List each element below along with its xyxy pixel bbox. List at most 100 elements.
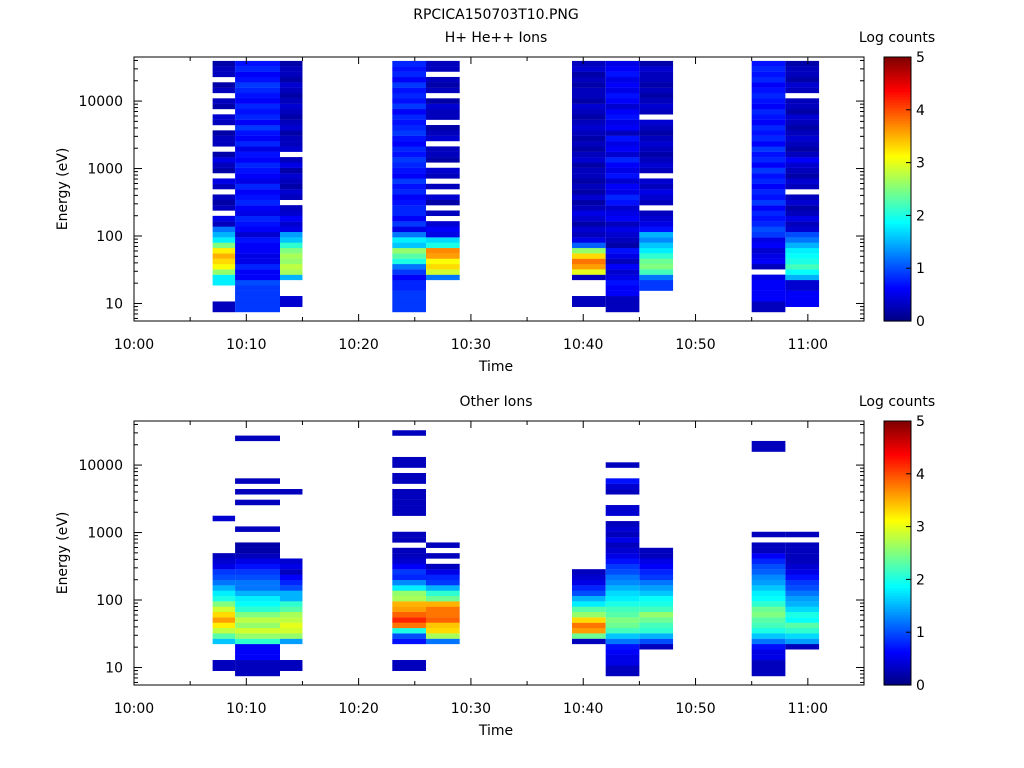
- spectrogram-cell: [639, 141, 674, 147]
- spectrogram-cell: [235, 274, 280, 281]
- spectrogram-cell: [605, 633, 640, 639]
- colorbar-segment: [884, 281, 911, 285]
- spectrogram-cell: [392, 221, 426, 227]
- colorbar-segment: [884, 265, 911, 269]
- spectrogram-cell: [785, 269, 820, 275]
- colorbar-segment: [884, 83, 911, 87]
- spectrogram-cell: [605, 151, 640, 158]
- colorbar-segment: [884, 436, 911, 441]
- spectrogram-cell: [751, 258, 786, 265]
- spectrogram-cell: [572, 263, 606, 270]
- colorbar-tick-label: 3: [916, 156, 925, 172]
- spectrogram-cell: [212, 183, 236, 190]
- y-tick-label: 100: [96, 229, 123, 245]
- spectrogram-cell: [605, 510, 640, 516]
- axes: 10:00 10:10 10:20 10:30 10:40 10:50 11:00 10 100…: [78, 420, 865, 717]
- spectrogram-cell: [572, 167, 606, 174]
- spectrogram-cell: [639, 242, 674, 249]
- spectrogram-cell: [212, 194, 236, 200]
- spectrogram-cell: [639, 611, 674, 618]
- colorbar-segment: [884, 450, 911, 454]
- spectrogram-cell: [392, 494, 426, 500]
- colorbar-segment: [884, 637, 911, 641]
- spectrogram-cell: [212, 579, 236, 586]
- spectrogram-cell: [605, 643, 640, 650]
- spectrogram-cell: [235, 221, 280, 227]
- spectrogram-cell: [392, 665, 426, 671]
- spectrogram-cell: [235, 253, 280, 259]
- spectrogram-cell: [751, 660, 786, 666]
- spectrogram-cell: [751, 205, 786, 211]
- colorbar-segment: [884, 231, 911, 235]
- spectrogram-cell: [212, 306, 236, 313]
- colorbar-segment: [884, 465, 911, 470]
- spectrogram-cell: [751, 215, 786, 222]
- spectrogram-cell: [426, 157, 460, 163]
- spectrogram-cell: [280, 108, 303, 115]
- spectrogram-cell: [639, 633, 674, 639]
- spectrogram-cell: [426, 87, 460, 94]
- spectrogram-cell: [235, 606, 280, 613]
- spectrogram-cell: [605, 221, 640, 227]
- x-tick-label: 10:20: [338, 337, 378, 353]
- spectrogram-cell: [426, 247, 460, 254]
- spectrogram-cell: [392, 595, 426, 602]
- spectrogram-cell: [235, 92, 280, 99]
- spectrogram-cell: [212, 60, 236, 67]
- axes: 10:00 10:10 10:20 10:30 10:40 10:50 11:00 10 100…: [78, 56, 865, 353]
- colorbar-label: Log counts: [859, 30, 935, 46]
- spectrogram-cell: [785, 221, 820, 227]
- spectrogram-cell: [785, 173, 820, 179]
- colorbar-segment: [884, 80, 911, 84]
- spectrogram-cell: [235, 489, 280, 495]
- colorbar-segment: [884, 531, 911, 536]
- spectrogram-cell: [751, 125, 786, 131]
- spectrogram-cell: [235, 183, 280, 190]
- spectrogram-cell: [751, 547, 786, 554]
- spectrogram-cell: [639, 638, 674, 645]
- colorbar-segment: [884, 244, 911, 248]
- colorbar-segment: [884, 123, 911, 127]
- spectrogram-cell: [426, 108, 460, 115]
- spectrogram-cell: [605, 92, 640, 99]
- spectrogram-cell: [605, 547, 640, 554]
- spectrogram-cell: [235, 194, 280, 200]
- spectrogram-cell: [235, 247, 280, 254]
- spectrogram-cell: [785, 590, 820, 597]
- spectrogram-cell: [572, 226, 606, 233]
- spectrogram-cell: [572, 135, 606, 142]
- x-axis-label: Time: [478, 723, 513, 739]
- colorbar-segment: [884, 181, 911, 185]
- spectrogram-cell: [426, 595, 460, 602]
- spectrogram-cell: [235, 263, 280, 270]
- colorbar-segment: [884, 291, 911, 296]
- spectrogram-cell: [785, 258, 820, 265]
- colorbar-segment: [884, 189, 911, 193]
- colorbar-segment: [884, 563, 911, 567]
- spectrogram-cell: [605, 173, 640, 179]
- x-tick-label: 10:10: [226, 701, 266, 717]
- spectrogram-cell: [572, 205, 606, 211]
- spectrogram-cell: [426, 611, 460, 618]
- panel-title: H+ He++ Ions: [445, 30, 548, 46]
- spectrogram-cell: [639, 87, 674, 94]
- spectrogram-cell: [212, 269, 236, 275]
- spectrogram-cell: [605, 601, 640, 607]
- spectrogram-cell: [280, 82, 303, 88]
- colorbar-segment: [884, 558, 911, 562]
- colorbar-segment: [884, 315, 911, 319]
- spectrogram-cell: [392, 537, 426, 543]
- spectrogram-cell: [605, 125, 640, 131]
- spectrogram-cell: [235, 290, 280, 297]
- spectrogram-cell: [235, 162, 280, 168]
- spectrogram-cell: [751, 638, 786, 645]
- colorbar-segment: [884, 555, 911, 559]
- spectrogram-cell: [751, 162, 786, 168]
- spectrogram-cell: [785, 242, 820, 249]
- spectrogram-cell: [751, 542, 786, 548]
- colorbar-segment: [884, 115, 911, 119]
- spectrogram-cell: [280, 569, 303, 575]
- spectrogram-cell: [235, 167, 280, 174]
- colorbar-segment: [884, 260, 911, 264]
- spectrogram-cell: [280, 231, 303, 238]
